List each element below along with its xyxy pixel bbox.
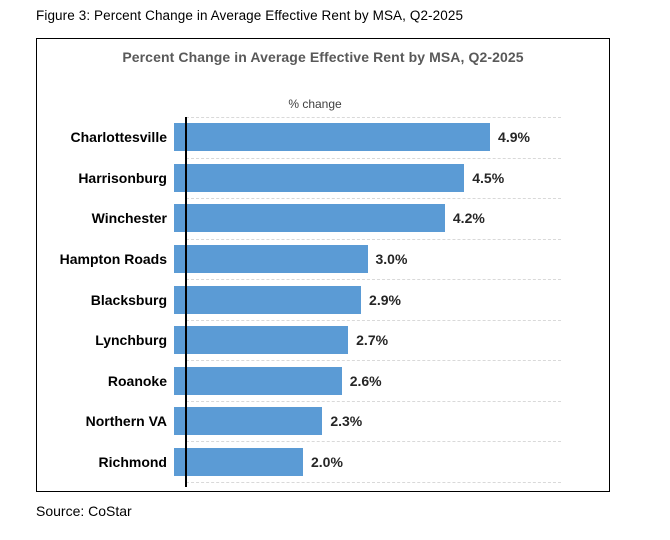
category-label: Richmond [98,453,167,470]
category-label: Winchester [91,210,167,227]
gridline [186,360,561,362]
gridline [186,400,561,402]
chart-frame: Percent Change in Average Effective Rent… [36,38,610,492]
bar-rows: Charlottesville 4.9% Harrisonburg 4.5% W… [37,117,561,482]
bar-row: Northern VA 2.3% [37,401,561,442]
y-axis-line [185,117,187,487]
bar-track: 4.2% [174,198,561,239]
value-label: 2.3% [330,413,363,430]
category-label: Charlottesville [70,129,167,146]
value-label: 2.6% [349,372,382,389]
gridline [186,482,561,483]
value-label: 2.9% [369,291,401,308]
value-label: 4.5% [472,169,505,186]
bar-track: 2.7% [174,320,561,361]
plot-area [186,117,561,483]
category-label: Lynchburg [95,332,167,349]
value-label: 3.0% [375,250,408,267]
bar [174,163,465,192]
value-label: 2.7% [356,332,389,349]
bar-track: 2.9% [174,279,561,320]
gridline [186,279,561,281]
gridline [186,157,561,159]
x-axis-title: % change [288,97,342,111]
gridline [186,319,561,321]
bar [174,447,303,476]
source-note: Source: CoStar [36,503,132,519]
gridline [186,441,561,443]
chart-title: Percent Change in Average Effective Rent… [122,49,524,65]
category-label: Hampton Roads [59,250,167,267]
bar [174,366,342,395]
category-label: Blacksburg [90,291,167,308]
bar-track: 2.3% [174,401,561,442]
bar [174,285,362,314]
category-label: Northern VA [85,413,167,430]
gridline [186,117,561,118]
figure-caption: Figure 3: Percent Change in Average Effe… [36,8,464,23]
category-label: Roanoke [107,372,167,389]
bar-row: Lynchburg 2.7% [37,320,561,361]
bar-track: 2.0% [174,442,561,483]
gridline [186,198,561,200]
bar-track: 2.6% [174,360,561,401]
bar [174,326,349,355]
value-label: 4.9% [498,129,530,146]
value-label: 4.2% [452,210,485,227]
bar [174,204,445,233]
gridline [186,238,561,240]
value-label: 2.0% [310,453,343,470]
bar [174,407,323,436]
bar-row: Hampton Roads 3.0% [37,239,561,280]
category-label: Harrisonburg [78,169,167,186]
bar-track: 4.9% [174,117,561,158]
bar-track: 4.5% [174,158,561,199]
bar-row: Winchester 4.2% [37,198,561,239]
bar-row: Charlottesville 4.9% [37,117,561,158]
bar-row: Richmond 2.0% [37,442,561,483]
bar [174,123,491,152]
bar-row: Harrisonburg 4.5% [37,158,561,199]
bar-track: 3.0% [174,239,561,280]
bar-row: Roanoke 2.6% [37,360,561,401]
bar-row: Blacksburg 2.9% [37,279,561,320]
bar [174,244,368,273]
